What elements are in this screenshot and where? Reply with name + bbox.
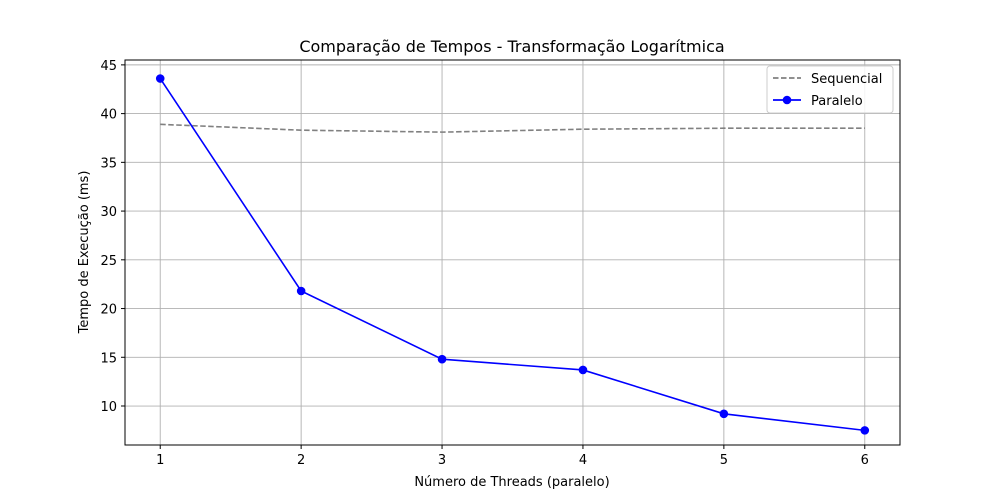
series-line-sequencial	[160, 123, 865, 133]
y-tick-label: 10	[100, 400, 117, 415]
x-tick-label: 1	[156, 453, 164, 468]
chart-title: Comparação de Tempos - Transformação Log…	[299, 37, 724, 56]
x-axis: 1 2 3 4 5 6	[156, 445, 869, 468]
x-tick-label: 3	[438, 453, 446, 468]
data-point-paralelo	[578, 365, 588, 375]
x-tick-label: 2	[297, 453, 305, 468]
y-tick-label: 25	[100, 254, 117, 269]
y-tick-label: 15	[100, 351, 117, 366]
data-point-paralelo	[296, 286, 306, 296]
plot-frame	[124, 59, 901, 446]
x-axis-label: Número de Threads (paralelo)	[414, 475, 609, 490]
data-point-paralelo	[155, 74, 165, 83]
y-tick-label: 35	[100, 156, 117, 171]
grid	[125, 60, 900, 445]
legend-paralelo-marker	[782, 95, 792, 105]
y-tick-label: 40	[100, 108, 117, 123]
legend: Sequencial Paralelo	[766, 65, 894, 114]
data-point-paralelo	[437, 354, 447, 364]
series-line-paralelo	[159, 78, 865, 432]
series-layer	[155, 74, 870, 435]
x-tick-label: 5	[720, 453, 728, 468]
y-axis-label: Tempo de Execução (ms)	[77, 171, 92, 335]
data-point-paralelo	[860, 426, 870, 435]
y-axis: 10 15 20 25 30 35 40 45	[100, 59, 125, 415]
legend-paralelo-label: Paralelo	[811, 94, 863, 109]
y-tick-label: 45	[100, 59, 117, 74]
data-point-paralelo	[719, 409, 729, 419]
x-tick-label: 4	[579, 453, 587, 468]
x-tick-label: 6	[861, 453, 869, 468]
y-tick-label: 30	[100, 205, 117, 220]
y-tick-label: 20	[100, 303, 117, 318]
legend-sequencial-label: Sequencial	[811, 72, 882, 87]
